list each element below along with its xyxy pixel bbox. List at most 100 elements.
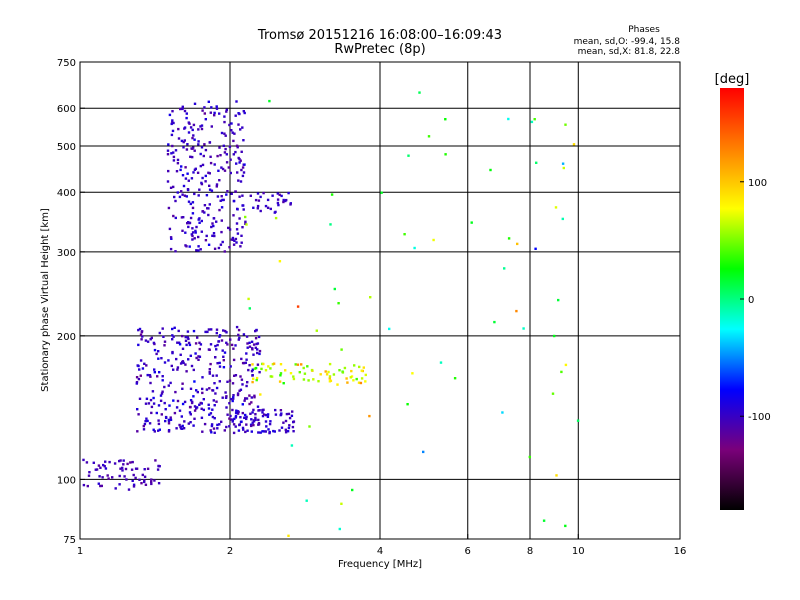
data-point [259,393,262,396]
data-point [218,361,221,365]
data-point [216,362,219,365]
data-point [136,408,139,411]
data-point [245,223,248,226]
data-point [179,425,182,429]
data-point [236,392,240,395]
data-point [201,176,204,180]
data-point [192,123,196,127]
data-point [254,413,257,416]
data-point [191,234,194,238]
data-point [211,222,214,225]
data-point [242,208,245,211]
data-point [292,375,295,378]
data-point [154,459,157,462]
data-point [242,139,245,142]
data-point [515,309,518,313]
data-point [100,484,103,488]
data-point [224,134,227,137]
data-point [406,403,409,406]
data-point [208,368,211,371]
data-point [238,389,241,392]
data-point [157,419,160,422]
data-point [222,359,225,362]
data-point [215,220,218,223]
data-point [232,153,235,156]
data-point [534,247,537,250]
data-point [196,336,199,339]
data-point [150,405,154,409]
data-point [245,415,248,419]
data-point [249,194,252,197]
data-point [181,360,185,363]
data-point [169,186,173,189]
data-point [169,418,173,421]
data-point [220,230,223,234]
data-point [172,185,175,189]
data-point [223,250,226,253]
data-point [261,411,264,414]
data-point [239,128,242,131]
data-point [180,165,183,168]
data-point [244,220,247,223]
data-point [182,140,185,144]
data-point [246,381,249,384]
data-point [126,462,129,466]
data-point [187,341,191,345]
data-point [230,238,234,241]
data-point [206,207,209,210]
data-point [220,219,223,222]
data-point [238,217,241,220]
data-point [325,373,329,376]
data-point [562,166,565,170]
data-point [270,375,274,378]
data-point [196,390,199,394]
data-point [176,191,179,194]
data-point [195,225,198,229]
data-point [204,118,207,121]
data-point [172,335,175,338]
data-point [287,426,291,430]
data-point [135,376,139,379]
data-point [163,385,166,389]
data-point [163,340,167,343]
data-point [262,362,265,366]
data-point [338,527,341,531]
data-point [189,413,192,416]
data-point [200,219,203,223]
data-point [251,348,254,351]
data-point [243,111,246,115]
data-point [237,123,240,126]
data-point [218,179,221,182]
data-point [191,201,195,204]
data-point [138,397,142,400]
data-point [257,409,260,412]
data-point [138,327,142,331]
data-point [101,476,104,479]
data-point [171,129,175,133]
data-point [171,119,174,122]
data-point [210,189,214,192]
data-point [197,355,200,358]
data-point [239,159,242,162]
data-point [207,403,210,406]
data-point [143,468,146,471]
data-point [121,469,124,472]
colorbar-tick-label: 0 [748,295,754,306]
data-point [190,401,194,405]
data-point [307,379,310,382]
data-point [418,91,421,94]
data-point [134,476,137,480]
data-point [338,369,341,372]
data-point [535,161,538,164]
stats-o-mode: mean, sd,O: -99.4, 15.8 [574,37,681,47]
data-point [173,411,177,415]
data-point [194,352,197,355]
x-tick-label: 16 [674,546,687,557]
data-point [191,128,194,132]
data-point [82,458,85,462]
data-point [250,430,253,433]
data-point [218,365,222,368]
data-point [122,463,125,466]
data-point [174,250,177,253]
data-point [201,376,204,379]
